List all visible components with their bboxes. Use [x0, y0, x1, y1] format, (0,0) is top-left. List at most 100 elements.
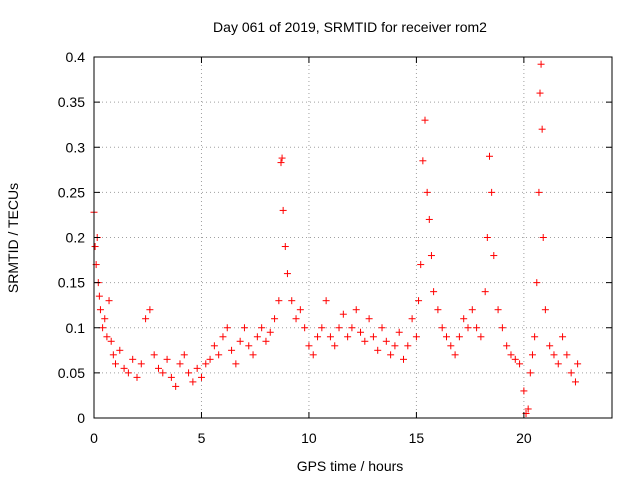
data-point: [116, 346, 124, 354]
data-point: [133, 373, 141, 381]
data-point: [434, 306, 442, 314]
data-point: [206, 355, 214, 363]
data-point: [305, 342, 313, 350]
data-point: [554, 360, 562, 368]
data-point: [423, 188, 431, 196]
data-point: [159, 369, 167, 377]
data-point: [142, 315, 150, 323]
data-point: [129, 355, 137, 363]
y-tick-label: 0.35: [58, 94, 85, 110]
data-point: [150, 351, 158, 359]
data-point: [412, 333, 420, 341]
data-point: [172, 382, 180, 390]
data-point: [378, 324, 386, 332]
data-point: [228, 346, 236, 354]
data-point: [275, 297, 283, 305]
data-point: [571, 378, 579, 386]
data-point: [400, 355, 408, 363]
data-point: [494, 306, 502, 314]
data-point: [137, 360, 145, 368]
data-point: [520, 387, 528, 395]
y-tick-label: 0.25: [58, 184, 85, 200]
data-point: [99, 324, 107, 332]
data-point: [101, 315, 109, 323]
data-point: [415, 297, 423, 305]
data-point: [109, 351, 117, 359]
data-point: [314, 333, 322, 341]
data-point: [535, 188, 543, 196]
data-point: [537, 60, 545, 68]
data-point: [266, 328, 274, 336]
data-point: [539, 234, 547, 241]
data-point: [541, 306, 549, 314]
data-point: [245, 342, 253, 350]
data-point: [460, 315, 468, 323]
grid: [94, 57, 612, 418]
data-point: [107, 337, 115, 345]
data-point: [339, 310, 347, 318]
data-point: [455, 333, 463, 341]
data-point: [531, 333, 539, 341]
data-point: [481, 288, 489, 296]
data-point: [382, 337, 390, 345]
data-point: [296, 306, 304, 314]
data-point: [528, 351, 536, 359]
y-axis-label: SRMTID / TECUs: [5, 183, 21, 293]
data-point: [511, 355, 519, 363]
data-point: [524, 405, 532, 413]
data-point: [215, 351, 223, 359]
data-point: [425, 215, 433, 223]
x-tick-label: 15: [409, 430, 425, 446]
data-point: [154, 364, 162, 372]
data-point: [498, 324, 506, 332]
data-point: [103, 333, 111, 341]
data-point: [236, 337, 244, 345]
data-point: [120, 364, 128, 372]
data-point: [421, 116, 429, 124]
data-point: [387, 351, 395, 359]
data-point: [483, 234, 491, 241]
data-point: [146, 306, 154, 314]
y-tick-label: 0.2: [66, 230, 86, 246]
data-point: [180, 351, 188, 359]
data-point: [526, 369, 534, 377]
data-point: [210, 342, 218, 350]
axis-ticks: [93, 56, 612, 419]
data-point: [185, 369, 193, 377]
y-tick-label: 0.05: [58, 365, 85, 381]
data-point: [391, 342, 399, 350]
data-point: [516, 360, 524, 368]
data-point: [488, 188, 496, 196]
y-tick-label: 0: [77, 410, 85, 426]
data-point: [464, 324, 472, 332]
data-point: [348, 324, 356, 332]
data-point: [352, 306, 360, 314]
data-point: [361, 337, 369, 345]
data-point: [574, 360, 582, 368]
data-point: [550, 351, 558, 359]
data-point: [202, 360, 210, 368]
data-point: [176, 360, 184, 368]
data-point: [326, 333, 334, 341]
data-point: [271, 315, 279, 323]
data-point: [124, 369, 132, 377]
data-point: [240, 324, 248, 332]
data-point: [374, 346, 382, 354]
data-point: [253, 333, 261, 341]
data-point: [563, 351, 571, 359]
data-point: [546, 342, 554, 350]
data-point: [167, 373, 175, 381]
data-point: [430, 288, 438, 296]
data-point: [559, 333, 567, 341]
data-point: [95, 292, 103, 300]
data-point: [262, 337, 270, 345]
data-point: [451, 351, 459, 359]
y-tick-label: 0.1: [66, 320, 86, 336]
data-point: [331, 342, 339, 350]
data-point: [189, 378, 197, 386]
data-point: [408, 315, 416, 323]
data-point: [197, 373, 205, 381]
data-point: [365, 315, 373, 323]
data-point: [223, 324, 231, 332]
